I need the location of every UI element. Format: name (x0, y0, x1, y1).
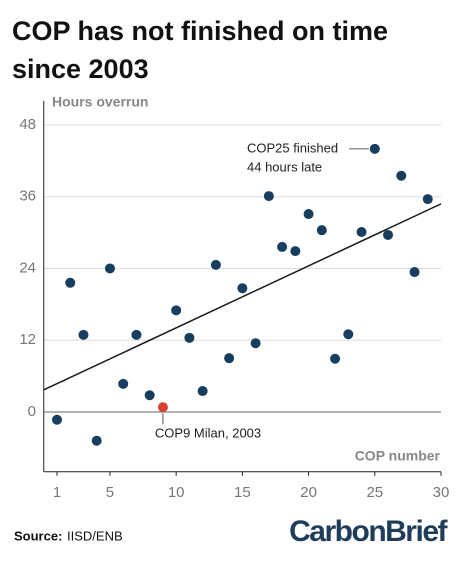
x-tick-label: 25 (366, 484, 383, 501)
x-axis-label: COP number (355, 448, 441, 464)
point (316, 225, 327, 236)
point (78, 329, 89, 340)
point (369, 143, 380, 154)
point (237, 283, 248, 294)
annotation: COP9 Milan, 2003 (155, 426, 261, 441)
chart-title: COP has not finished on time since 2003 (12, 16, 389, 84)
point (277, 241, 288, 252)
y-tick-label: 48 (19, 116, 36, 133)
logo: CarbonBrief (289, 515, 448, 548)
point (51, 414, 62, 425)
point (171, 305, 182, 316)
point (250, 338, 261, 349)
point (409, 267, 420, 278)
point (343, 329, 354, 340)
point (263, 191, 274, 202)
annotation: 44 hours late (247, 159, 322, 174)
point (157, 402, 168, 413)
x-tick-label: 20 (300, 484, 317, 501)
point (383, 229, 394, 240)
point (210, 259, 221, 270)
x-tick-label: 5 (106, 484, 114, 501)
source-label: Source: (14, 528, 62, 543)
point (118, 378, 129, 389)
point (330, 353, 341, 364)
point (396, 170, 407, 181)
y-tick-label: 36 (19, 188, 36, 205)
source-text: IISD/ENB (67, 528, 123, 543)
y-axis-label: Hours overrun (52, 94, 148, 110)
point (422, 194, 433, 205)
point (197, 386, 208, 397)
y-tick-label: 0 (28, 403, 36, 420)
point (104, 263, 115, 274)
x-tick-label: 10 (168, 484, 185, 501)
point (131, 329, 142, 340)
point (144, 390, 155, 401)
point (224, 353, 235, 364)
y-tick-label: 12 (19, 331, 36, 348)
y-tick-label: 24 (19, 259, 36, 276)
x-tick-label: 1 (53, 484, 61, 501)
x-tick-label: 15 (234, 484, 251, 501)
point (290, 246, 301, 257)
annotation: COP25 finished (247, 140, 338, 155)
point (184, 332, 195, 343)
x-tick-label: 30 (433, 484, 450, 501)
point (303, 209, 314, 220)
point (65, 277, 76, 288)
point (356, 226, 367, 237)
point (91, 435, 102, 446)
trend-line (43, 203, 442, 391)
